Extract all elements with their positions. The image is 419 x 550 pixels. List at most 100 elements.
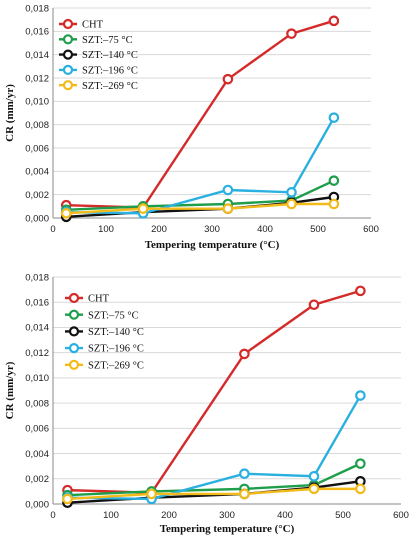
data-point	[308, 470, 320, 482]
legend-swatch-marker	[68, 326, 80, 337]
legend-item: SZT:–140 °C	[59, 49, 138, 61]
legend-swatch-marker	[62, 64, 74, 76]
legend-swatch-marker	[62, 80, 74, 91]
legend-label: SZT:–75 °C	[82, 35, 133, 46]
data-point	[137, 203, 149, 214]
x-tick-label: 500	[310, 224, 326, 235]
series-line	[66, 19, 335, 209]
y-tick-label: 0,006	[25, 424, 49, 435]
legend: CHT SZT:–75 °C SZT:–140 °C SZT:–196 °C SZT:–…	[59, 18, 138, 92]
x-tick-label: 300	[204, 224, 220, 235]
legend-swatch-marker	[62, 34, 74, 45]
legend-swatch-marker	[68, 309, 80, 320]
y-tick-label: 0,000	[25, 213, 49, 224]
legend-swatch-marker	[62, 18, 74, 30]
x-tick-label: 300	[219, 510, 235, 521]
data-point	[222, 203, 234, 214]
legend-item: SZT:–140 °C	[65, 326, 144, 338]
legend-label: SZT:–196 °C	[82, 66, 138, 77]
y-tick-label: 0,002	[25, 474, 49, 485]
y-tick-label: 0,010	[25, 97, 49, 108]
data-point	[146, 488, 157, 500]
x-axis-title: Tempering temperature (°C)	[160, 523, 295, 535]
legend-label: CHT	[88, 294, 110, 305]
data-point	[222, 73, 234, 85]
data-point	[308, 483, 320, 495]
legend-swatch-marker	[68, 343, 80, 354]
x-tick-label: 200	[161, 510, 177, 521]
legend-label: SZT:–140 °C	[82, 50, 138, 61]
chart-panel-1: 0,000 0,002 0,004 0,006 0,008 0,010 0,012 0,014…	[4, 3, 379, 251]
data-point	[328, 175, 340, 186]
legend-label: SZT:–196 °C	[88, 344, 144, 355]
series-5	[62, 483, 366, 505]
legend-label: SZT:–140 °C	[88, 327, 144, 338]
y-tick-label: 0,012	[25, 73, 49, 84]
legend-item: SZT:–196 °C	[65, 343, 144, 355]
y-tick-label: 0,004	[25, 167, 49, 178]
x-tick-label: 600	[363, 224, 379, 235]
legend-item: SZT:–269 °C	[65, 359, 144, 371]
data-point	[355, 458, 366, 469]
legend-item: SZT:–75 °C	[59, 34, 133, 46]
series-5	[60, 198, 340, 219]
x-tick-label: 0	[50, 510, 55, 521]
data-point	[239, 488, 250, 500]
y-tick-label: 0,016	[25, 298, 49, 309]
legend-swatch-marker	[62, 49, 74, 60]
data-point	[62, 493, 73, 505]
legend-label: SZT:–75 °C	[88, 310, 139, 321]
x-tick-label: 400	[277, 510, 293, 521]
legend-label: SZT:–269 °C	[88, 360, 144, 371]
x-tick-label: 200	[151, 224, 167, 235]
legend-label: SZT:–269 °C	[82, 81, 138, 92]
data-point	[355, 285, 366, 297]
data-point	[222, 184, 234, 196]
y-tick-label: 0,002	[25, 190, 49, 201]
y-tick-label: 0,006	[25, 143, 49, 154]
x-tick-label: 100	[98, 224, 114, 235]
data-point	[239, 468, 250, 480]
y-tick-label: 0,008	[25, 120, 49, 131]
x-tick-label: 400	[257, 224, 273, 235]
legend-swatch-marker	[68, 359, 80, 370]
data-point	[355, 390, 366, 401]
legend-item: CHT	[59, 18, 104, 31]
legend: CHT SZT:–75 °C SZT:–140 °C SZT:–196 °C SZT:–…	[65, 292, 144, 371]
y-tick-label: 0,012	[25, 348, 49, 359]
y-tick-label: 0,010	[25, 373, 49, 384]
x-tick-label: 0	[50, 224, 55, 235]
legend-item: SZT:–269 °C	[59, 80, 138, 92]
data-point	[239, 348, 250, 360]
data-point	[286, 28, 297, 39]
x-tick-label: 100	[103, 510, 119, 521]
legend-item: CHT	[65, 292, 110, 305]
data-point	[328, 15, 340, 27]
data-point	[286, 198, 297, 210]
chart-panel-2: 0,000 0,002 0,004 0,006 0,008 0,010 0,012 0,014…	[4, 272, 409, 535]
legend-label: CHT	[82, 20, 104, 31]
x-tick-label: 600	[393, 510, 409, 521]
y-tick-label: 0,018	[25, 3, 49, 14]
data-point	[308, 299, 320, 311]
legend-item: SZT:–196 °C	[59, 64, 138, 77]
y-tick-label: 0,014	[25, 50, 49, 61]
y-tick-label: 0,014	[25, 323, 49, 334]
y-axis-title: CR (mm/yr)	[4, 361, 16, 419]
data-point	[328, 112, 340, 123]
x-tick-label: 500	[335, 510, 351, 521]
y-tick-label: 0,000	[25, 499, 49, 510]
x-axis-title: Tempering temperature (°C)	[145, 239, 280, 251]
legend-swatch-marker	[68, 292, 80, 304]
legend-item: SZT:–75 °C	[65, 309, 139, 321]
y-tick-label: 0,016	[25, 27, 49, 38]
data-point	[60, 208, 72, 219]
y-tick-label: 0,018	[25, 272, 49, 283]
y-tick-label: 0,004	[25, 449, 49, 460]
y-tick-label: 0,008	[25, 398, 49, 409]
data-point	[328, 198, 340, 210]
data-point	[355, 483, 366, 495]
data-point	[286, 187, 297, 198]
y-axis-title: CR (mm/yr)	[4, 84, 16, 142]
